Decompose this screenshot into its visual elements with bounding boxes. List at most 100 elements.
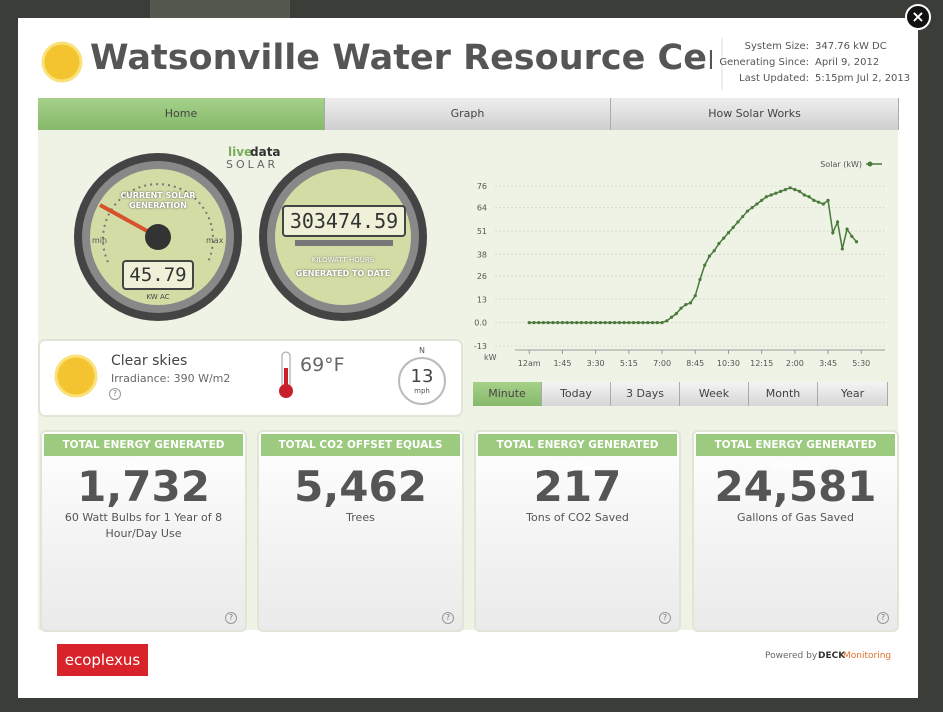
data-point bbox=[760, 198, 764, 202]
data-point bbox=[527, 321, 531, 325]
tab[interactable]: Graph bbox=[325, 98, 611, 130]
data-point bbox=[812, 198, 816, 202]
data-point bbox=[826, 198, 830, 202]
y-tick-label: 76 bbox=[477, 182, 487, 191]
tab[interactable]: How Solar Works bbox=[611, 98, 899, 130]
info-label: Generating Since: bbox=[719, 57, 809, 68]
help-icon[interactable]: ? bbox=[442, 612, 454, 624]
data-point bbox=[665, 319, 669, 323]
card-header: TOTAL ENERGY GENERATED EQUALS bbox=[696, 434, 895, 473]
data-point bbox=[722, 236, 726, 240]
data-point bbox=[802, 193, 806, 197]
data-point bbox=[717, 241, 721, 246]
range-button[interactable]: Today bbox=[542, 382, 611, 406]
data-point bbox=[622, 321, 626, 325]
series-line bbox=[529, 186, 858, 324]
data-point bbox=[845, 227, 849, 231]
data-point bbox=[608, 321, 612, 325]
data-point bbox=[774, 191, 778, 195]
data-point bbox=[684, 303, 688, 307]
weather-sun bbox=[54, 354, 98, 398]
data-point bbox=[712, 249, 716, 253]
wind-speed: 13 bbox=[410, 366, 434, 387]
gauge-max: max bbox=[206, 236, 224, 245]
data-point bbox=[589, 321, 593, 325]
help-icon[interactable]: ? bbox=[877, 612, 889, 624]
card-description: Gallons of Gas Saved bbox=[737, 511, 854, 524]
range-button[interactable]: Month bbox=[749, 382, 818, 406]
title: Watsonville Water Resource Center: Solar bbox=[90, 38, 712, 78]
card-value: 217 bbox=[533, 462, 622, 511]
data-point bbox=[807, 195, 811, 199]
card-header: TOTAL CO2 OFFSET EQUALS bbox=[261, 434, 460, 456]
data-point bbox=[617, 321, 621, 325]
data-point bbox=[579, 321, 584, 325]
range-button[interactable]: Minute bbox=[473, 382, 542, 406]
data-point bbox=[679, 306, 683, 310]
data-point bbox=[627, 321, 631, 325]
data-point bbox=[726, 231, 731, 235]
x-tick-label: 12:15 bbox=[750, 359, 773, 368]
data-point bbox=[650, 321, 655, 325]
compass bbox=[398, 357, 446, 405]
y-tick-label: 13 bbox=[477, 295, 487, 304]
data-point bbox=[646, 321, 650, 325]
x-tick-label: 3:30 bbox=[587, 359, 605, 368]
data-point bbox=[556, 321, 560, 325]
wind-unit: mph bbox=[414, 387, 430, 395]
info-label: Last Updated: bbox=[739, 73, 809, 84]
y-tick-label: 0.0 bbox=[474, 319, 487, 328]
data-point bbox=[850, 234, 854, 238]
x-tick-label: 7:00 bbox=[653, 359, 671, 368]
x-tick-label: 10:30 bbox=[717, 359, 740, 368]
card-value: 5,462 bbox=[294, 462, 427, 511]
stat-card: TOTAL ENERGY GENERATED EQUALS 1,732 60 Wat… bbox=[40, 430, 247, 632]
data-point bbox=[613, 321, 617, 325]
brand-logo[interactable]: ecoplexus bbox=[64, 651, 141, 669]
data-point bbox=[546, 321, 550, 325]
weather-condition: Clear skies bbox=[111, 353, 188, 369]
monitoring[interactable]: Monitoring bbox=[843, 651, 892, 661]
x-tick-label: 8:45 bbox=[686, 359, 704, 368]
range-button[interactable]: Week bbox=[680, 382, 749, 406]
gauge bbox=[74, 153, 242, 321]
gauge-title: CURRENT SOLAR GENERATION bbox=[120, 191, 196, 210]
data-point bbox=[835, 220, 840, 224]
card-description: Tons of CO2 Saved bbox=[526, 511, 629, 524]
temperature: 69°F bbox=[300, 354, 345, 376]
data-point bbox=[750, 205, 754, 210]
odometer-line2: GENERATED TO DATE bbox=[295, 269, 391, 278]
deck: DECK bbox=[818, 651, 846, 661]
help-icon[interactable]: ? bbox=[659, 612, 671, 624]
data-point bbox=[631, 321, 636, 325]
help-icon[interactable]: ? bbox=[225, 612, 237, 624]
data-point bbox=[641, 321, 645, 325]
data-point bbox=[764, 195, 769, 199]
odometer-line1: KILOWATT HOURS bbox=[311, 256, 375, 264]
range-button[interactable]: Year bbox=[818, 382, 888, 406]
data-point bbox=[660, 321, 664, 325]
odometer bbox=[259, 153, 427, 321]
tab[interactable]: Home bbox=[38, 98, 325, 130]
data-point bbox=[741, 214, 745, 219]
irradiance: Irradiance: 390 W/m2 bbox=[111, 372, 231, 385]
close-button[interactable]: × bbox=[905, 4, 931, 30]
data-point bbox=[560, 321, 565, 325]
card-header: TOTAL ENERGY GENERATED EQUALS bbox=[478, 434, 677, 473]
data-point bbox=[636, 321, 640, 325]
data-point bbox=[674, 312, 678, 316]
data-point bbox=[707, 254, 712, 258]
x-tick-label: 2:00 bbox=[786, 359, 804, 368]
data-point bbox=[840, 247, 844, 251]
help-icon[interactable]: ? bbox=[109, 388, 121, 400]
data-point bbox=[537, 321, 541, 325]
data-point bbox=[793, 187, 797, 192]
data-point bbox=[779, 189, 783, 193]
data-point bbox=[594, 321, 598, 325]
gauge-reading: 45.79 bbox=[129, 264, 187, 286]
info-value: April 9, 2012 bbox=[815, 57, 880, 68]
y-tick-label: -13 bbox=[474, 342, 487, 351]
range-button[interactable]: 3 Days bbox=[611, 382, 680, 406]
data-point bbox=[816, 200, 821, 204]
